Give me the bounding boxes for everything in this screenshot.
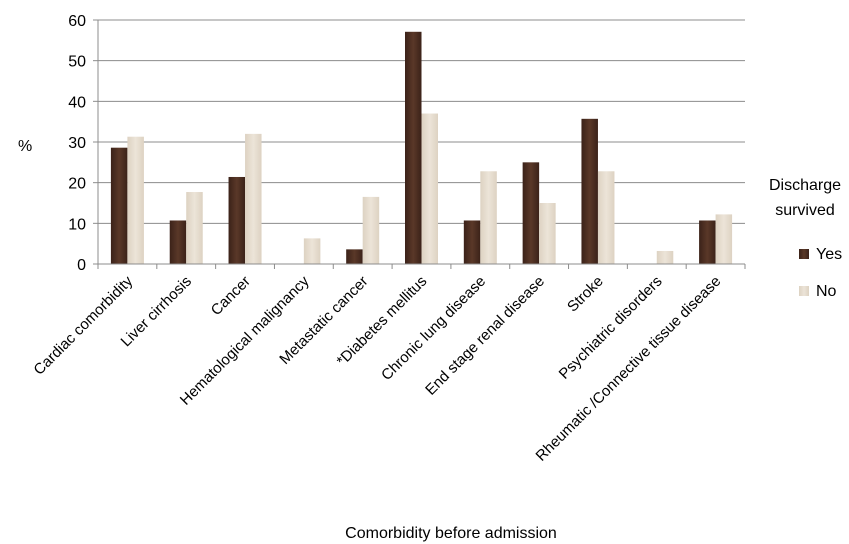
x-axis-title: Comorbidity before admission (345, 525, 557, 542)
bar-no-5 (421, 113, 438, 265)
bars (110, 31, 733, 265)
bar-no-4 (362, 196, 380, 264)
bar-no-6 (480, 171, 497, 264)
bar-yes-6 (463, 220, 481, 264)
x-tick-label: End stage renal disease (422, 273, 548, 399)
bar-no-10 (715, 214, 733, 264)
bar-no-1 (186, 192, 203, 264)
y-tick-label: 10 (68, 216, 86, 233)
x-tick-label: Cancer (208, 273, 254, 319)
legend: Discharge survived Yes No (769, 177, 842, 300)
x-tick-label: Psychiatric disorders (556, 273, 666, 383)
bar-yes-2 (228, 176, 246, 264)
y-tick-labels: 0 10 20 30 40 50 60 (68, 13, 98, 274)
y-tick-label: 20 (68, 176, 86, 193)
bar-no-3 (303, 238, 321, 264)
y-tick-label: 40 (68, 94, 86, 111)
bar-yes-4 (346, 249, 363, 264)
y-tick-label: 50 (68, 54, 86, 71)
bar-yes-7 (522, 162, 540, 264)
bar-yes-10 (699, 220, 716, 264)
bar-no-8 (597, 171, 615, 264)
bar-no-0 (127, 136, 144, 264)
bar-yes-8 (581, 118, 598, 264)
legend-swatch-no (799, 286, 809, 296)
y-axis-title: % (18, 138, 32, 155)
legend-title: survived (775, 202, 835, 219)
legend-swatch-yes (799, 249, 809, 259)
bar-no-2 (245, 133, 262, 264)
bar-yes-5 (405, 31, 422, 264)
x-tick-label: Stroke (564, 273, 607, 316)
bar-yes-0 (110, 147, 128, 264)
y-tick-label: 30 (68, 135, 86, 152)
legend-label-no: No (816, 283, 837, 300)
legend-title: Discharge (769, 177, 841, 194)
y-tick-label: 60 (68, 13, 86, 30)
y-tick-label: 0 (77, 257, 86, 274)
bar-yes-1 (169, 220, 187, 264)
legend-label-yes: Yes (816, 246, 842, 263)
bar-no-7 (539, 203, 556, 264)
bar-no-9 (656, 250, 674, 264)
x-tick-label: Chronic lung disease (378, 273, 489, 384)
x-tick-label: Cardiac comorbidity (30, 272, 136, 378)
